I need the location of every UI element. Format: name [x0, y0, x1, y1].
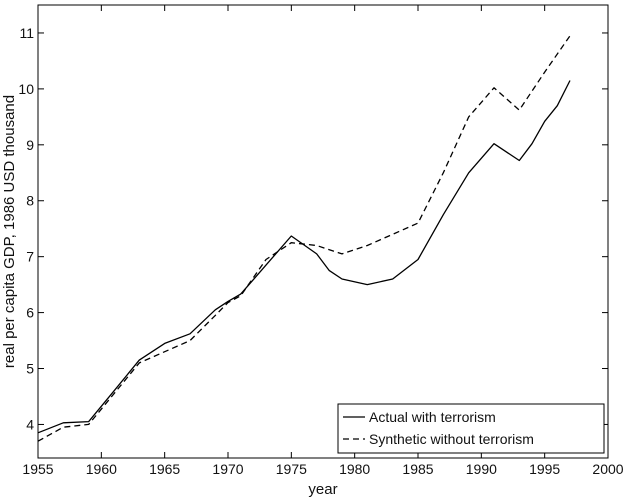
x-tick-label: 1960 [86, 461, 117, 477]
legend-label-synthetic: Synthetic without terrorism [369, 431, 534, 447]
y-tick-label: 11 [19, 25, 34, 41]
x-tick-label: 1980 [339, 461, 370, 477]
x-tick-label: 1975 [276, 461, 307, 477]
series-line-actual [37, 80, 571, 434]
y-tick-label: 7 [26, 249, 34, 265]
x-tick-label: 1985 [402, 461, 433, 477]
y-tick-label: 6 [26, 305, 34, 321]
x-tick-label: 1970 [212, 461, 243, 477]
plot-frame [37, 4, 609, 459]
x-axis-label: year [308, 481, 337, 498]
series-line-synthetic [37, 35, 571, 442]
x-tick-label: 1990 [466, 461, 497, 477]
y-tick-label: 10 [18, 81, 34, 97]
x-tick-label: 1955 [22, 461, 53, 477]
x-tick-label: 1965 [149, 461, 180, 477]
legend-box [337, 403, 605, 454]
y-tick-label: 9 [26, 137, 34, 153]
y-tick-label: 4 [26, 416, 34, 432]
plot-area: 1955 1960 1965 1970 1975 1980 1985 1990 1995 2000… [18, 4, 624, 477]
y-axis-label: real per capita GDP, 1986 USD thousand [1, 95, 18, 368]
y-tick-label: 8 [26, 193, 34, 209]
tick-layer: 1955 1960 1965 1970 1975 1980 1985 1990 1995 2000… [18, 5, 624, 477]
legend-label-actual: Actual with terrorism [369, 409, 496, 425]
x-tick-label: 2000 [592, 461, 623, 477]
legend: Actual with terrorism Synthetic without … [337, 403, 605, 454]
x-tick-label: 1995 [529, 461, 560, 477]
y-tick-label: 5 [26, 361, 34, 377]
series-layer [37, 35, 571, 442]
